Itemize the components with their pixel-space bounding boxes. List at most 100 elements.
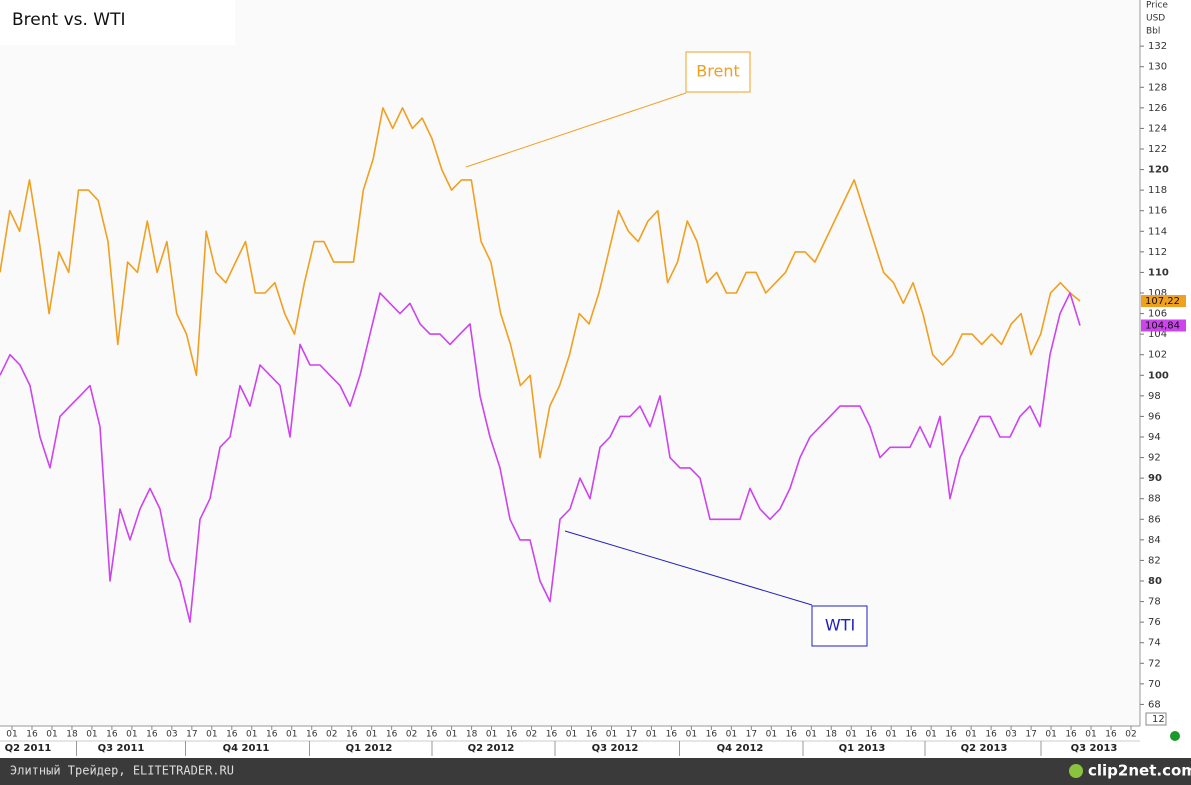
x-axis-background [0,726,1140,758]
y-axis-label: Price [1146,1,1168,11]
x-tick-label: 17 [746,730,757,740]
x-tick-label: 01 [46,730,57,740]
annotation-text: Brent [696,62,739,81]
x-quarter-label: Q1 2013 [839,743,886,754]
annotation-leader [564,530,813,606]
y-tick-label: 68 [1148,699,1161,710]
x-tick-label: 03 [166,730,177,740]
y-axis-label: Bbl [1146,27,1160,37]
y-tick-label: 114 [1148,226,1167,237]
last-value-tag [1141,319,1186,332]
x-tick-label: 16 [786,730,798,740]
y-tick-label: 76 [1148,617,1161,628]
x-quarter-label: Q4 2012 [717,743,764,754]
y-tick-label: 102 [1148,350,1167,361]
x-tick-label: 16 [386,730,398,740]
x-tick-label: 16 [506,730,518,740]
annotation-text: WTI [825,616,855,635]
x-tick-label: 01 [206,730,217,740]
x-tick-label: 01 [686,730,697,740]
x-tick-label: 16 [106,730,118,740]
logo-icon [1069,764,1083,778]
x-quarter-label: Q3 2013 [1071,743,1118,754]
y-tick-label: 72 [1148,658,1161,669]
x-tick-label: 16 [945,730,957,740]
x-quarter-label: Q4 2011 [223,743,270,754]
x-tick-label: 16 [1105,730,1117,740]
corner-box [1145,712,1167,726]
footer-text: Элитный Трейдер, ELITETRADER.RU [10,764,234,778]
x-tick-label: 16 [985,730,997,740]
x-tick-label: 01 [726,730,737,740]
last-value-tag [1141,295,1186,308]
y-tick-label: 132 [1148,41,1167,52]
x-tick-label: 16 [866,730,878,740]
corner-label: 12 [1152,714,1165,725]
y-tick-label: 118 [1148,185,1167,196]
x-tick-label: 16 [666,730,678,740]
title-background [0,0,235,45]
line-series [0,292,1081,623]
annotation-box [811,605,868,647]
y-tick-label: 70 [1148,679,1161,690]
y-tick-label: 104 [1148,329,1167,340]
y-tick-label: 100 [1148,370,1169,381]
y-tick-label: 86 [1148,514,1161,525]
y-tick-label: 116 [1148,206,1167,217]
y-tick-label: 98 [1148,391,1161,402]
x-tick-label: 01 [6,730,17,740]
x-tick-label: 16 [306,730,318,740]
x-tick-label: 17 [626,730,637,740]
x-tick-label: 01 [86,730,97,740]
x-tick-label: 16 [346,730,358,740]
y-tick-label: 84 [1148,535,1161,546]
y-tick-label: 78 [1148,597,1161,608]
y-tick-label: 128 [1148,82,1167,93]
y-tick-label: 108 [1148,288,1167,299]
y-tick-label: 90 [1148,473,1162,484]
last-value-label: 104,84 [1145,321,1180,332]
x-tick-label: 01 [566,730,577,740]
x-tick-label: 18 [66,730,78,740]
x-tick-label: 01 [286,730,297,740]
x-tick-label: 16 [586,730,598,740]
x-tick-label: 01 [806,730,817,740]
x-tick-label: 01 [366,730,377,740]
x-tick-label: 18 [826,730,838,740]
line-series [0,107,1081,459]
y-tick-label: 110 [1148,267,1169,278]
y-tick-label: 124 [1148,123,1167,134]
x-tick-label: 16 [905,730,917,740]
footer [0,758,1191,785]
y-tick-label: 74 [1148,638,1161,649]
axis-background [1140,0,1191,758]
annotation-leader [465,92,687,168]
x-tick-label: 01 [126,730,137,740]
y-tick-label: 106 [1148,309,1167,320]
x-tick-label: 01 [766,730,777,740]
x-tick-label: 02 [1125,730,1136,740]
y-tick-label: 88 [1148,494,1161,505]
x-tick-label: 02 [406,730,417,740]
x-tick-label: 03 [1005,730,1016,740]
y-tick-label: 130 [1148,62,1167,73]
y-tick-label: 112 [1148,247,1167,258]
y-tick-label: 126 [1148,103,1167,114]
y-tick-label: 120 [1148,165,1169,176]
y-tick-label: 80 [1148,576,1162,587]
x-tick-label: 02 [326,730,337,740]
y-axis-label: USD [1146,14,1165,24]
annotation-box [685,51,751,93]
x-tick-label: 16 [146,730,158,740]
x-tick-label: 01 [885,730,896,740]
footer-logo: clip2net.com [1088,762,1191,780]
x-tick-label: 17 [1025,730,1036,740]
x-tick-label: 16 [546,730,558,740]
y-tick-label: 122 [1148,144,1167,155]
x-tick-label: 16 [266,730,278,740]
x-quarter-label: Q1 2012 [346,743,393,754]
x-tick-label: 01 [925,730,936,740]
x-tick-label: 16 [226,730,238,740]
x-quarter-label: Q3 2012 [592,743,639,754]
